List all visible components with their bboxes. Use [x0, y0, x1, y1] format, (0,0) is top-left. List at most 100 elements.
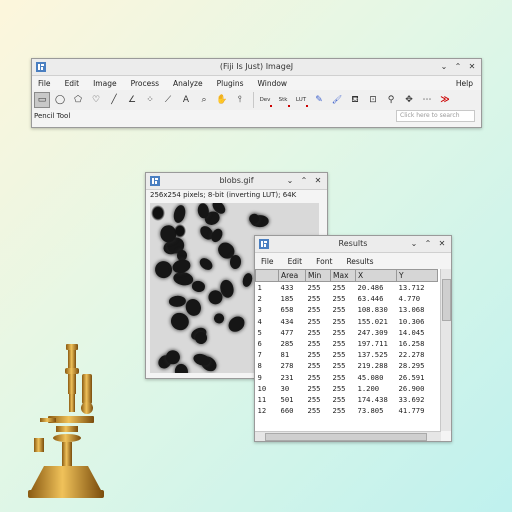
- line-icon[interactable]: ╱: [111, 95, 117, 105]
- menu-plugins[interactable]: Plugins: [216, 78, 244, 88]
- close-icon[interactable]: ✕: [314, 176, 322, 185]
- stk-menu-icon[interactable]: Stk: [275, 92, 291, 108]
- results-menu-edit[interactable]: Edit: [287, 256, 303, 266]
- wand-icon[interactable]: ⟋: [164, 95, 172, 105]
- column-header[interactable]: X: [355, 269, 397, 282]
- lut-menu-icon[interactable]: LUT: [293, 92, 309, 108]
- results-titlebar[interactable]: Results ⌄ ⌃ ✕: [255, 236, 451, 253]
- table-cell: 660: [280, 406, 294, 416]
- search-tool-icon[interactable]: ⚲: [387, 95, 395, 105]
- more-tools-icon[interactable]: ≫: [440, 95, 450, 105]
- table-cell: 8: [257, 361, 262, 371]
- brush-icon[interactable]: 🖌: [331, 95, 343, 104]
- minimize-icon[interactable]: ⌄: [440, 62, 448, 71]
- multipoint-icon[interactable]: ⁘: [146, 95, 154, 105]
- results-menu-results[interactable]: Results: [346, 256, 374, 266]
- table-row[interactable]: 7 81 255 255 137.525 22.278: [256, 349, 438, 360]
- menu-window[interactable]: Window: [257, 78, 288, 88]
- table-row[interactable]: 4 434 255 255 155.021 10.306: [256, 316, 438, 327]
- fiji-logo-icon: [259, 239, 269, 249]
- freehand-icon[interactable]: ♡: [91, 95, 101, 105]
- main-toolbar: ▭ ◯ ⬠ ♡ ╱ ∠ ⁘ ⟋ A ⌕ ✋ ⫯ Dev Stk LUT ✎ 🖌 …: [32, 90, 481, 110]
- move-icon[interactable]: ✥: [405, 95, 413, 105]
- table-row[interactable]: 11 501 255 255 174.438 33.692: [256, 394, 438, 405]
- results-menu-file[interactable]: File: [261, 256, 274, 266]
- blob-particle: [191, 279, 207, 293]
- table-row[interactable]: 3 658 255 255 108.830 13.068: [256, 304, 438, 315]
- table-row[interactable]: 10 30 255 255 1.200 26.900: [256, 383, 438, 394]
- table-cell: 278: [280, 361, 294, 371]
- table-cell: 255: [307, 361, 321, 371]
- results-table-container: Area Min Max X Y 1 433 255 255 20.486 13.712 2…: [255, 269, 441, 432]
- dev-menu-icon[interactable]: Dev: [257, 92, 273, 108]
- imagej-main-window: (Fiji Is Just) ImageJ ⌄ ⌃ ✕ File Edit Im…: [31, 58, 482, 128]
- rectangle-icon[interactable]: ▭: [34, 92, 50, 108]
- oval-icon[interactable]: ◯: [54, 95, 66, 105]
- menu-analyze[interactable]: Analyze: [173, 78, 203, 88]
- minimize-icon[interactable]: ⌄: [410, 239, 418, 248]
- main-titlebar[interactable]: (Fiji Is Just) ImageJ ⌄ ⌃ ✕: [32, 59, 481, 76]
- maximize-icon[interactable]: ⌃: [300, 176, 308, 185]
- blob-particle: [166, 235, 186, 254]
- close-icon[interactable]: ✕: [468, 62, 476, 71]
- dropper-icon[interactable]: ⫯: [238, 95, 242, 105]
- menu-process[interactable]: Process: [130, 78, 160, 88]
- horizontal-scrollbar[interactable]: [255, 431, 441, 441]
- close-icon[interactable]: ✕: [438, 239, 446, 248]
- search-input[interactable]: Click here to search: [396, 110, 475, 122]
- angle-icon[interactable]: ∠: [127, 95, 137, 105]
- table-row[interactable]: 8 278 255 255 219.288 28.295: [256, 360, 438, 371]
- table-cell: 255: [332, 372, 346, 382]
- dropdown-indicator-icon: [288, 105, 290, 107]
- table-cell: 155.021: [357, 316, 388, 326]
- table-cell: 73.805: [357, 406, 384, 416]
- table-cell: 501: [280, 394, 294, 404]
- vertical-scrollbar[interactable]: [440, 269, 451, 431]
- flood-fill-icon[interactable]: ⛾: [351, 95, 359, 105]
- column-header[interactable]: Min: [305, 269, 331, 282]
- table-row[interactable]: 1 433 255 255 20.486 13.712: [256, 282, 438, 294]
- menu-file[interactable]: File: [38, 78, 51, 88]
- menu-image[interactable]: Image: [93, 78, 117, 88]
- table-cell: 14.045: [398, 327, 425, 337]
- image-titlebar[interactable]: blobs.gif ⌄ ⌃ ✕: [146, 173, 327, 190]
- pencil-icon[interactable]: ✎: [315, 95, 323, 105]
- column-header[interactable]: Max: [330, 269, 356, 282]
- table-row[interactable]: 2 185 255 255 63.446 4.770: [256, 293, 438, 304]
- table-cell: 13.068: [398, 305, 425, 315]
- results-window-title: Results: [338, 239, 368, 248]
- column-header[interactable]: Area: [278, 269, 306, 282]
- results-table[interactable]: Area Min Max X Y 1 433 255 255 20.486 13.712 2…: [255, 269, 438, 416]
- maximize-icon[interactable]: ⌃: [454, 62, 462, 71]
- table-row[interactable]: 9 231 255 255 45.080 26.591: [256, 372, 438, 383]
- table-cell: 7: [257, 350, 262, 360]
- table-row[interactable]: 5 477 255 255 247.309 14.045: [256, 327, 438, 338]
- column-header[interactable]: [255, 269, 279, 282]
- commands-icon[interactable]: ⋯: [422, 95, 432, 105]
- table-cell: 33.692: [398, 394, 425, 404]
- scrollbar-thumb[interactable]: [442, 279, 451, 321]
- minimize-icon[interactable]: ⌄: [286, 176, 294, 185]
- menu-edit[interactable]: Edit: [64, 78, 80, 88]
- results-menu-font[interactable]: Font: [316, 256, 333, 266]
- table-cell: 4.770: [398, 294, 421, 304]
- table-cell: 255: [307, 283, 321, 293]
- dropdown-indicator-icon: [306, 105, 308, 107]
- table-cell: 285: [280, 339, 294, 349]
- table-row[interactable]: 6 285 255 255 197.711 16.258: [256, 338, 438, 349]
- magnifier-icon[interactable]: ⌕: [201, 95, 207, 105]
- table-row[interactable]: 12 660 255 255 73.805 41.779: [256, 405, 438, 416]
- maximize-icon[interactable]: ⌃: [424, 239, 432, 248]
- table-cell: 255: [332, 406, 346, 416]
- polygon-icon[interactable]: ⬠: [74, 95, 82, 105]
- zoom-tool-icon[interactable]: ⊡: [369, 95, 377, 105]
- menu-help[interactable]: Help: [455, 78, 473, 88]
- blob-particle: [188, 324, 208, 342]
- blob-particle: [174, 362, 190, 373]
- text-icon[interactable]: A: [182, 95, 190, 105]
- hand-icon[interactable]: ✋: [216, 95, 228, 105]
- main-menubar: File Edit Image Process Analyze Plugins …: [32, 76, 481, 90]
- table-cell: 5: [257, 327, 262, 337]
- column-header[interactable]: Y: [396, 269, 438, 282]
- scrollbar-thumb[interactable]: [265, 433, 427, 441]
